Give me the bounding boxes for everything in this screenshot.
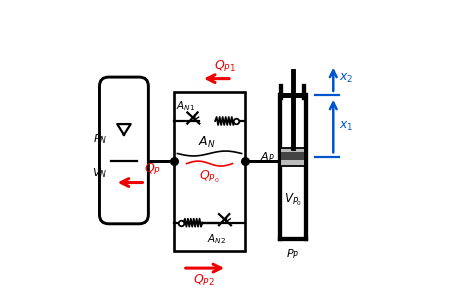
Text: $A_{N2}$: $A_{N2}$: [207, 232, 226, 246]
Text: $x_2$: $x_2$: [339, 72, 354, 85]
FancyBboxPatch shape: [100, 77, 148, 224]
Bar: [281, 148, 304, 166]
Text: $P_P$: $P_P$: [286, 247, 300, 261]
Text: $x_1$: $x_1$: [339, 120, 354, 133]
Text: $Q_{P2}$: $Q_{P2}$: [193, 273, 215, 288]
Text: $Q_P$: $Q_P$: [144, 162, 161, 177]
Text: $P_N$: $P_N$: [93, 132, 107, 146]
Text: $A_N$: $A_N$: [198, 135, 215, 150]
Bar: [174, 92, 245, 251]
Text: $A_{N1}$: $A_{N1}$: [176, 99, 195, 113]
Text: $A_P$: $A_P$: [260, 150, 275, 164]
Bar: [281, 152, 304, 161]
Text: $V_N$: $V_N$: [92, 166, 107, 180]
Text: $V_{P_0}$: $V_{P_0}$: [283, 192, 302, 208]
Text: $Q_{P1}$: $Q_{P1}$: [214, 59, 236, 74]
Text: $Q_{P_0}$: $Q_{P_0}$: [199, 168, 220, 185]
